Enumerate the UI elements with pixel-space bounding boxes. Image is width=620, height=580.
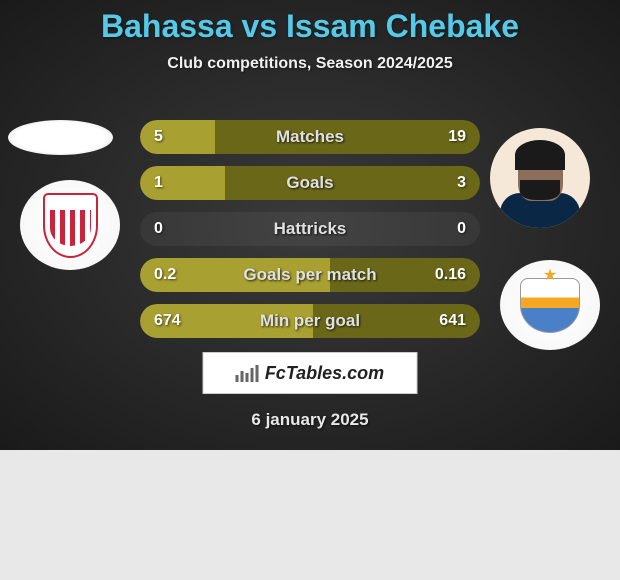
avatar-beard xyxy=(520,180,560,200)
stat-right-value: 19 xyxy=(448,128,466,146)
stat-label: Goals per match xyxy=(243,265,376,285)
stat-bar: 0.2 0.16 Goals per match xyxy=(140,258,480,292)
stat-left-value: 674 xyxy=(154,312,181,330)
stat-left-value: 0 xyxy=(154,220,163,238)
stat-label: Matches xyxy=(276,127,344,147)
club-right-shield-icon: ★ xyxy=(520,278,580,333)
stat-bar: 1 3 Goals xyxy=(140,166,480,200)
bar-fill-left xyxy=(140,120,215,154)
player-left-avatar xyxy=(8,120,113,155)
stats-bars: 5 19 Matches 1 3 Goals 0 0 Hattricks 0.2 0.16 Goals… xyxy=(140,120,480,350)
comparison-title: Bahassa vs Issam Chebake xyxy=(0,0,620,45)
stat-right-value: 0.16 xyxy=(435,266,466,284)
stat-left-value: 1 xyxy=(154,174,163,192)
star-icon: ★ xyxy=(543,265,557,285)
player-comparison-card: Bahassa vs Issam Chebake Club competitio… xyxy=(0,0,620,450)
stat-right-value: 3 xyxy=(457,174,466,192)
stat-right-value: 0 xyxy=(457,220,466,238)
chart-icon xyxy=(236,365,259,382)
brand-text: FcTables.com xyxy=(265,363,384,384)
stat-bar: 5 19 Matches xyxy=(140,120,480,154)
club-right-badge: ★ xyxy=(500,260,600,350)
bar-fill-right xyxy=(225,166,480,200)
stat-left-value: 0.2 xyxy=(154,266,176,284)
brand-badge[interactable]: FcTables.com xyxy=(203,352,418,394)
snapshot-date: 6 january 2025 xyxy=(0,410,620,430)
club-left-stripes xyxy=(50,210,91,246)
stat-label: Min per goal xyxy=(260,311,360,331)
stat-left-value: 5 xyxy=(154,128,163,146)
bar-fill-left xyxy=(140,166,225,200)
player-right-avatar xyxy=(490,128,590,228)
avatar-hair xyxy=(515,140,565,170)
club-left-badge xyxy=(20,180,120,270)
stat-label: Goals xyxy=(286,173,333,193)
stat-right-value: 641 xyxy=(439,312,466,330)
comparison-subtitle: Club competitions, Season 2024/2025 xyxy=(0,55,620,73)
stat-label: Hattricks xyxy=(274,219,347,239)
club-left-shield-icon xyxy=(43,193,98,258)
stat-bar: 0 0 Hattricks xyxy=(140,212,480,246)
stat-bar: 674 641 Min per goal xyxy=(140,304,480,338)
bar-fill-right xyxy=(215,120,480,154)
